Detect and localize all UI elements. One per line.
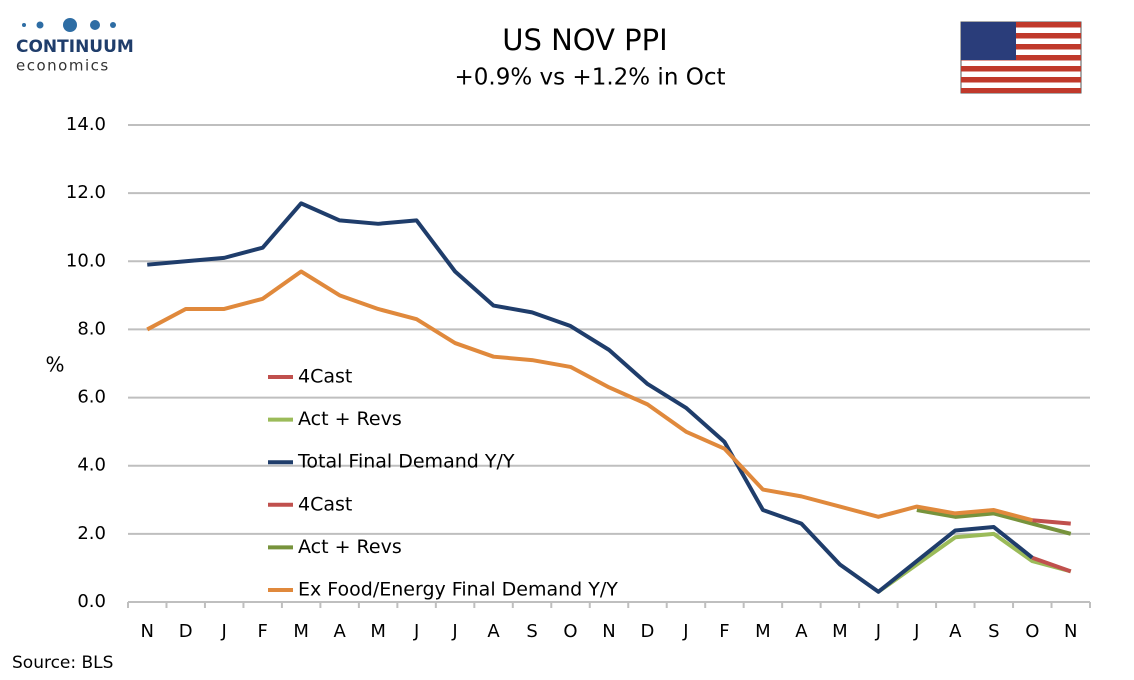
x-tick-label: J <box>451 621 457 642</box>
legend-label: Total Final Demand Y/Y <box>297 451 515 473</box>
x-tick-label: J <box>413 621 419 642</box>
y-tick-label: 14.0 <box>66 114 106 135</box>
series-line <box>147 201 1034 594</box>
chart-subtitle: +0.9% vs +1.2% in Oct <box>455 65 726 91</box>
y-tick-label: 0.0 <box>77 591 106 612</box>
x-tick-label: O <box>563 621 577 642</box>
logo-tagline: economics <box>16 57 110 75</box>
x-tick-label: A <box>949 621 962 642</box>
series-line <box>146 269 1033 523</box>
x-tick-label: M <box>755 621 771 642</box>
x-tick-label: J <box>221 621 227 642</box>
x-tick-label: F <box>258 621 268 642</box>
logo: CONTINUUM economics <box>16 18 134 75</box>
x-tick-label: J <box>682 621 688 642</box>
series-line <box>1031 555 1072 574</box>
x-tick-label: A <box>333 621 346 642</box>
x-tick-label: O <box>1025 621 1039 642</box>
x-tick-label: D <box>179 621 193 642</box>
x-tick-label: J <box>913 621 919 642</box>
x-tick-label: M <box>832 621 848 642</box>
x-tick-label: S <box>988 621 999 642</box>
y-tick-label: 6.0 <box>77 387 106 408</box>
x-tick-label: N <box>141 621 154 642</box>
x-tick-label: D <box>641 621 655 642</box>
y-tick-label: 2.0 <box>77 523 106 544</box>
legend-label: Ex Food/Energy Final Demand Y/Y <box>298 579 618 601</box>
chart-title: US NOV PPI <box>502 23 667 57</box>
x-tick-label: A <box>795 621 808 642</box>
x-tick-label: J <box>875 621 881 642</box>
logo-name: CONTINUUM <box>16 37 134 57</box>
us-flag <box>960 21 1082 94</box>
x-tick-label: F <box>719 621 729 642</box>
y-tick-label: 10.0 <box>66 250 106 271</box>
x-tick-label: A <box>487 621 500 642</box>
x-tick-label: N <box>602 621 615 642</box>
y-tick-label: 4.0 <box>77 455 106 476</box>
legend-label: Act + Revs <box>298 408 402 430</box>
legend-label: 4Cast <box>298 366 352 388</box>
x-tick-label: M <box>293 621 309 642</box>
series-line <box>877 531 1072 594</box>
legend-label: 4Cast <box>298 493 352 515</box>
y-axis-label: % <box>45 353 64 377</box>
series-line <box>916 508 1072 536</box>
x-tick-label: N <box>1064 621 1077 642</box>
x-tick-label: S <box>526 621 537 642</box>
x-tick-label: M <box>370 621 386 642</box>
source: Source: BLS <box>12 653 113 673</box>
legend-label: Act + Revs <box>298 536 402 558</box>
series-line <box>1032 518 1071 526</box>
y-tick-label: 8.0 <box>77 318 106 339</box>
y-tick-label: 12.0 <box>66 182 106 203</box>
